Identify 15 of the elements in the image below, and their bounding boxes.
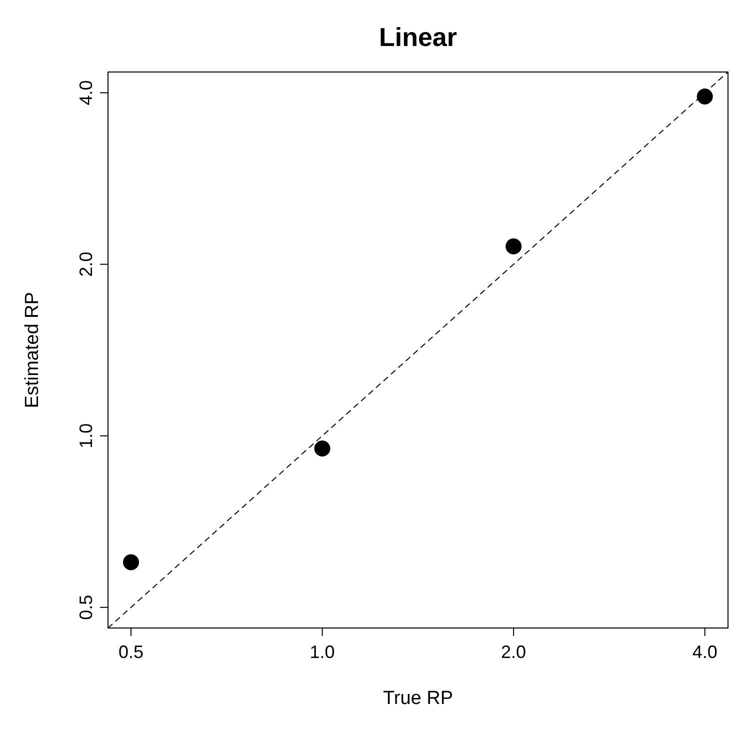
x-tick-label: 0.5: [118, 642, 144, 662]
x-tick-label: 4.0: [692, 642, 718, 662]
point: [696, 88, 713, 104]
y-tick-label: 0.5: [76, 594, 96, 620]
y-tick-label: 4.0: [76, 80, 96, 106]
point: [314, 440, 330, 457]
y-tick-label: 1.0: [76, 423, 96, 448]
x-tick-label: 1.0: [310, 642, 335, 662]
y-axis-title: Estimated RP: [22, 292, 43, 408]
chart-title: Linear: [378, 22, 458, 52]
point: [123, 554, 140, 570]
x-tick-label: 2.0: [501, 642, 526, 662]
point: [506, 238, 522, 254]
y-tick-label: 2.0: [76, 252, 96, 277]
x-axis-title: True RP: [382, 688, 454, 709]
